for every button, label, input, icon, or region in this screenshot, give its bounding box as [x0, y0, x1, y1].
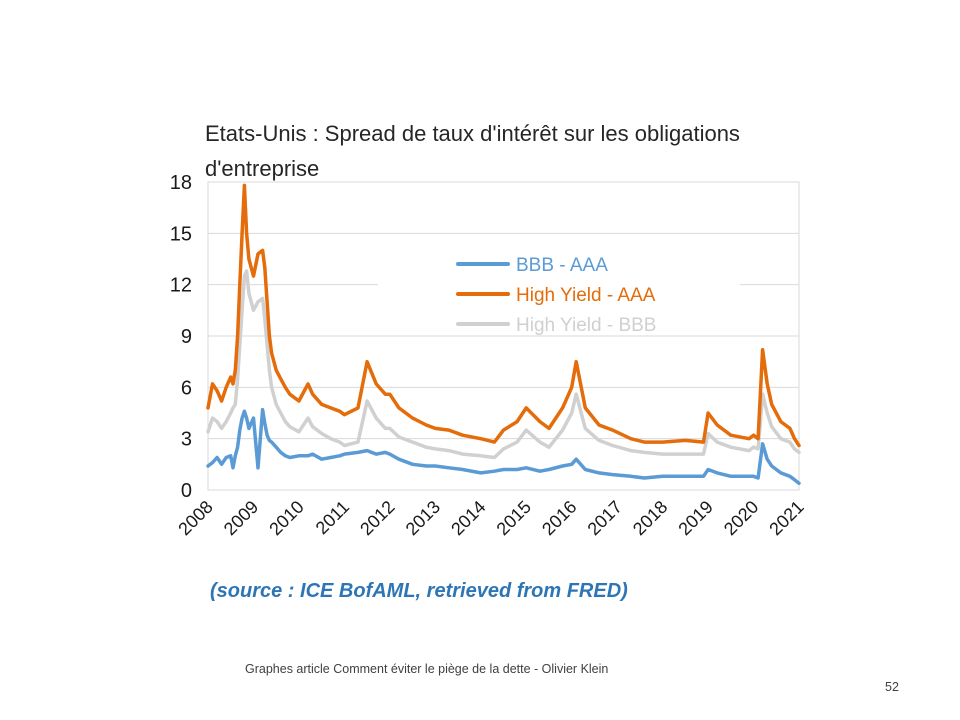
chart-title-line-2: d'entreprise [205, 156, 319, 181]
x-tick-label: 2014 [447, 497, 489, 539]
slide-number: 52 [885, 680, 899, 694]
y-tick-label: 6 [181, 377, 192, 399]
footer-text: Graphes article Comment éviter le piège … [245, 662, 609, 676]
y-tick-label: 9 [181, 326, 192, 348]
y-tick-label: 12 [170, 275, 192, 297]
x-tick-label: 2021 [765, 497, 807, 539]
x-tick-label: 2017 [584, 497, 626, 539]
x-axis: 2008 2009 2010 2011 2012 2013 2014 2015 2016 2017… [174, 497, 807, 539]
x-tick-label: 2008 [174, 497, 216, 539]
x-tick-label: 2013 [402, 497, 444, 539]
legend-label: High Yield - AAA [516, 285, 656, 306]
series-line-0 [206, 407, 801, 485]
y-tick-label: 15 [170, 223, 192, 245]
series-line-1 [206, 183, 801, 448]
y-axis: 0 3 6 9 12 15 18 [170, 172, 192, 502]
legend: BBB - AAA High Yield - AAA High Yield - BB… [378, 247, 740, 336]
x-tick-label: 2020 [720, 497, 762, 539]
series-line-2 [206, 269, 801, 460]
y-tick-label: 18 [170, 172, 192, 194]
y-tick-label: 3 [181, 429, 192, 451]
x-tick-label: 2015 [493, 497, 535, 539]
source-label: (source : ICE BofAML, retrieved from FRE… [210, 580, 628, 602]
chart-title-line-1: Etats-Unis : Spread de taux d'intérêt su… [205, 121, 740, 146]
x-tick-label: 2009 [220, 497, 262, 539]
y-tick-label: 0 [181, 480, 192, 502]
legend-label: BBB - AAA [516, 255, 608, 276]
x-tick-label: 2019 [674, 497, 716, 539]
legend-background [378, 247, 740, 335]
x-tick-label: 2012 [356, 497, 398, 539]
x-tick-label: 2011 [312, 497, 354, 539]
series-lines [206, 183, 801, 485]
legend-label: High Yield - BBB [516, 315, 656, 336]
x-tick-label: 2016 [538, 497, 580, 539]
x-tick-label: 2010 [265, 497, 307, 539]
x-tick-label: 2018 [629, 497, 671, 539]
